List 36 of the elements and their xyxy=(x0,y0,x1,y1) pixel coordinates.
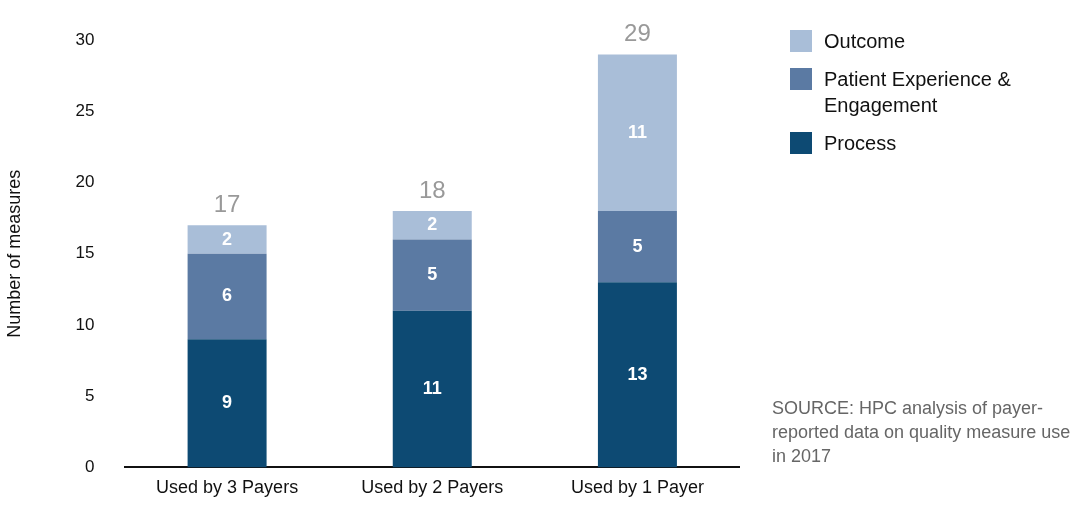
y-tick-label: 10 xyxy=(75,314,95,334)
bar xyxy=(187,339,267,468)
data-label: 2 xyxy=(427,214,438,235)
legend-label: Patient Experience & Engagement xyxy=(824,67,1012,118)
y-axis-title: Number of measures xyxy=(3,169,24,338)
y-tick-label: 15 xyxy=(75,243,95,263)
y-tick-label: 5 xyxy=(85,385,95,405)
data-label: 2 xyxy=(222,228,233,249)
bar xyxy=(392,310,472,468)
legend-label: Process xyxy=(824,131,897,156)
legend-label: Outcome xyxy=(824,29,906,54)
total-label: 17 xyxy=(213,189,241,217)
y-tick-label: 20 xyxy=(75,172,95,192)
y-tick-label: 30 xyxy=(75,29,95,49)
bar xyxy=(187,225,267,254)
x-tick-label: Used by 2 Payers xyxy=(361,477,504,498)
data-label: 6 xyxy=(222,285,233,306)
bar xyxy=(597,54,677,212)
y-tick-label: 25 xyxy=(75,101,95,121)
data-label: 5 xyxy=(632,235,643,256)
data-label: 9 xyxy=(222,392,233,413)
bar xyxy=(597,211,677,283)
bar xyxy=(392,211,472,240)
bar xyxy=(597,282,677,468)
x-tick-label: Used by 3 Payers xyxy=(156,477,299,498)
data-label: 11 xyxy=(422,378,442,399)
y-tick-label: 0 xyxy=(85,457,95,477)
bar xyxy=(392,239,472,311)
data-label: 5 xyxy=(427,264,438,285)
data-label: 13 xyxy=(627,363,648,384)
x-tick-label: Used by 1 Payer xyxy=(570,477,704,498)
data-label: 11 xyxy=(627,121,647,142)
total-label: 29 xyxy=(624,19,651,47)
bar xyxy=(187,253,267,340)
total-label: 18 xyxy=(418,175,446,203)
source-note: SOURCE: HPC analysis of payer-reported data on quality measure use in 2017 xyxy=(772,397,1072,468)
